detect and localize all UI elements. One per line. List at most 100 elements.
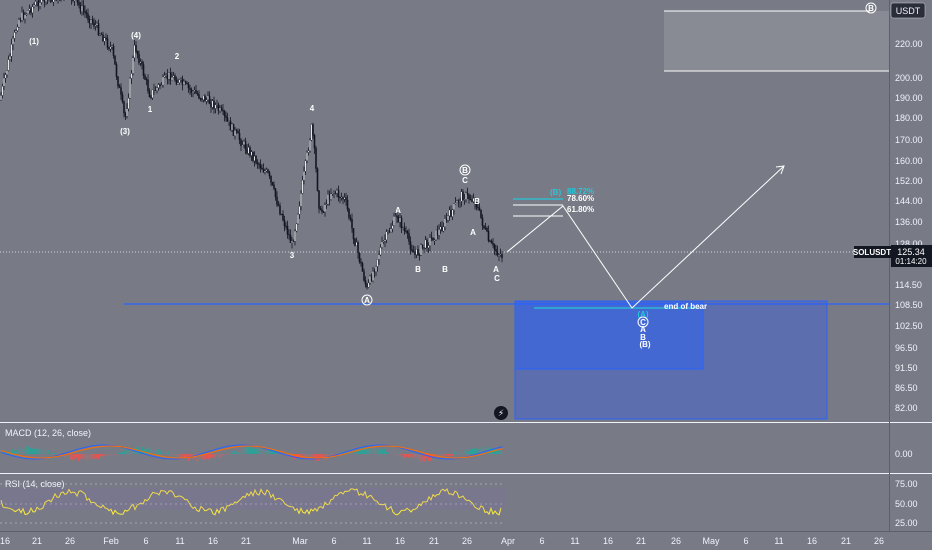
symbol-tag[interactable] (854, 246, 891, 258)
wave-circle (361, 294, 373, 306)
wave-label: (3) (120, 127, 130, 136)
price-tag-value: 125.34 (897, 247, 925, 257)
macd-bar (452, 454, 454, 456)
price-axis[interactable]: 220.00 200.00 190.00 180.00 170.00 160.00 152.… (895, 39, 923, 528)
wave-circle-label: B (462, 166, 468, 175)
lightning-icon[interactable] (494, 406, 508, 420)
demand-zone-outer[interactable] (514, 300, 828, 420)
candle-body (438, 229, 440, 236)
price-tick-label: 220.00 (895, 39, 923, 49)
candle-body (495, 249, 497, 252)
currency-badge[interactable] (890, 2, 926, 19)
candle-body (183, 81, 185, 85)
candle-body (352, 228, 355, 240)
macd-bar (157, 448, 159, 454)
candle-body (190, 89, 193, 93)
candle-body (3, 77, 5, 87)
candle-body (184, 81, 187, 84)
candle-body (204, 95, 206, 102)
demand-zone-inner[interactable] (514, 300, 704, 370)
candle-body (318, 190, 320, 209)
candle-body (447, 215, 449, 221)
macd-bar (276, 452, 278, 454)
candle-body (43, 0, 46, 2)
macd-bar (476, 448, 478, 454)
candle-body (231, 123, 233, 131)
price-tick-label: 144.00 (895, 196, 923, 206)
candle-body (484, 227, 487, 229)
candle-body (481, 217, 484, 226)
candle-body (475, 203, 478, 208)
candle-body (306, 152, 308, 161)
candle-body (189, 87, 191, 90)
price-tick-label: 160.00 (895, 156, 923, 166)
macd-bar (489, 448, 491, 454)
candle-body (91, 19, 94, 23)
rsi-pane[interactable] (0, 474, 889, 532)
wave-label: 3 (290, 251, 295, 260)
price-tag[interactable] (891, 245, 932, 267)
candle-body (394, 215, 397, 217)
wave-circle (459, 164, 471, 176)
symbol-tag-label: SOLUSDT (853, 248, 891, 257)
time-axis[interactable]: 16 21 26 Feb 6 11 16 21 Mar 6 11 16 21 26 Apr 6 11 16 21 26… (0, 536, 884, 546)
candle-body (321, 209, 323, 212)
candle-body (165, 74, 167, 76)
candle-body (73, 0, 76, 1)
macd-bar (234, 450, 236, 454)
candle-body (57, 0, 59, 1)
candle-body (132, 57, 134, 74)
candle-body (418, 254, 421, 256)
candle-body (391, 225, 394, 229)
macd-bar (243, 447, 245, 454)
macd-bar (403, 454, 405, 459)
candle-body (408, 233, 410, 242)
macd-bar (80, 454, 82, 459)
wave-label: B (640, 333, 646, 342)
candle-body (345, 197, 347, 201)
candle-body (493, 244, 496, 250)
candle-body (304, 160, 307, 172)
candle-body (261, 167, 263, 170)
macd-bar (16, 449, 18, 454)
candle-body (444, 218, 446, 228)
projection-path[interactable] (506, 165, 785, 309)
candle-body (363, 271, 365, 281)
macd-bar (447, 454, 449, 457)
target-zone[interactable] (664, 11, 889, 71)
candle-body (196, 93, 199, 95)
price-tick-label: 91.50 (895, 363, 918, 373)
candle-body (87, 13, 89, 20)
candle-body (136, 51, 139, 55)
candle-body (255, 156, 257, 163)
candle-body (10, 44, 13, 57)
candle-body (151, 89, 154, 99)
macd-bar (381, 449, 383, 454)
candle-body (376, 259, 379, 267)
macd-bar (47, 449, 49, 454)
candle-body (366, 284, 368, 288)
macd-bar (322, 454, 324, 459)
currency-badge-label: USDT (896, 6, 921, 16)
candle-body (100, 33, 103, 36)
candle-body (34, 1, 37, 6)
price-tick-label: 102.50 (895, 321, 923, 331)
candle-body (274, 188, 277, 198)
macd-bar (471, 448, 474, 454)
macd-bar (412, 454, 414, 458)
candle-body (217, 104, 220, 111)
time-tick-label: 21 (429, 536, 439, 546)
macd-bar (441, 454, 443, 457)
candle-body (403, 227, 406, 232)
time-tick-label: 21 (32, 536, 42, 546)
candle-body (205, 99, 208, 102)
candle-body (486, 228, 488, 232)
time-tick-label: Apr (501, 536, 515, 546)
candle-body (223, 111, 226, 116)
candle-body (142, 64, 145, 76)
candle-body (337, 190, 340, 198)
candle-body (375, 266, 377, 272)
macd-bar (498, 450, 500, 454)
macd-pane[interactable] (0, 423, 889, 472)
